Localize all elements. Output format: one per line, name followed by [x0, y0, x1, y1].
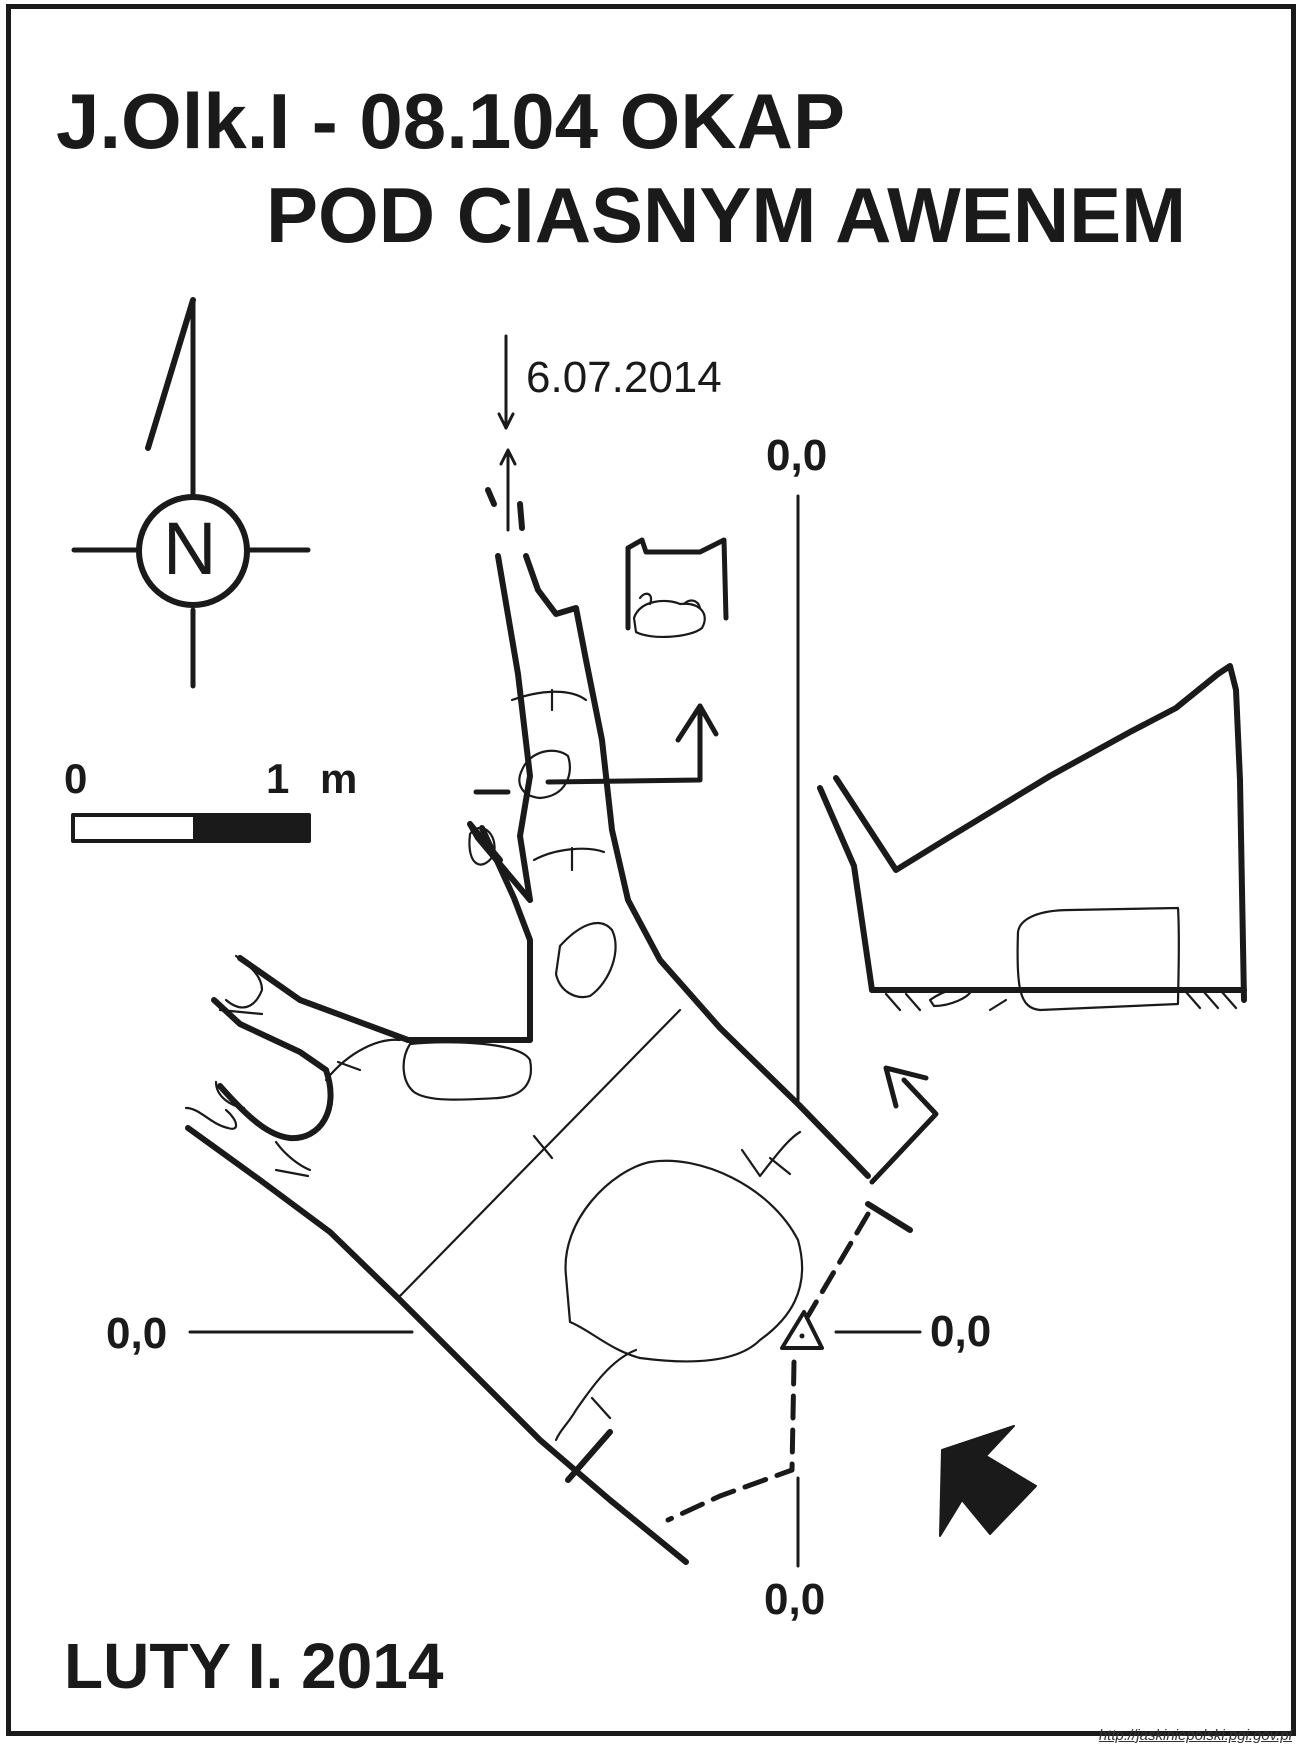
survey-line	[665, 1211, 871, 1523]
cross-section-small	[625, 537, 729, 631]
survey-date-footer: LUTY I. 2014	[64, 1630, 444, 1702]
survey-station-icon	[780, 1310, 824, 1350]
section-arrow-upper	[473, 703, 719, 795]
entrance-arrow-icon	[939, 1425, 1037, 1537]
scale-unit-label: m	[320, 755, 358, 802]
compass-north-letter: N	[163, 507, 217, 590]
datum-label-left: 0,0	[106, 1309, 168, 1358]
cave-title-line2: POD CIASNYM AWENEM	[266, 171, 1187, 259]
cave-title-line1: J.Olk.I - 08.104 OKAP	[56, 77, 846, 165]
source-url-link[interactable]: http://jaskiniepolski.pgi.gov.pl	[1098, 1727, 1292, 1744]
scale-bar-icon	[71, 813, 311, 843]
scale-zero-label: 0	[64, 755, 88, 802]
cross-section-large	[817, 663, 1247, 1003]
map-frame	[6, 4, 1296, 1736]
datum-label-bottom: 0,0	[764, 1575, 826, 1624]
scale-one-label: 1	[266, 755, 290, 802]
survey-date-label: 6.07.2014	[526, 353, 722, 402]
datum-label-right: 0,0	[930, 1307, 992, 1356]
cave-walls	[185, 487, 913, 1565]
cave-details	[184, 688, 804, 1442]
north-arrow-icon	[71, 297, 311, 689]
survey-arrow-icon	[497, 334, 517, 532]
section-arrow-lower	[869, 1065, 939, 1185]
datum-label-top: 0,0	[766, 431, 828, 480]
